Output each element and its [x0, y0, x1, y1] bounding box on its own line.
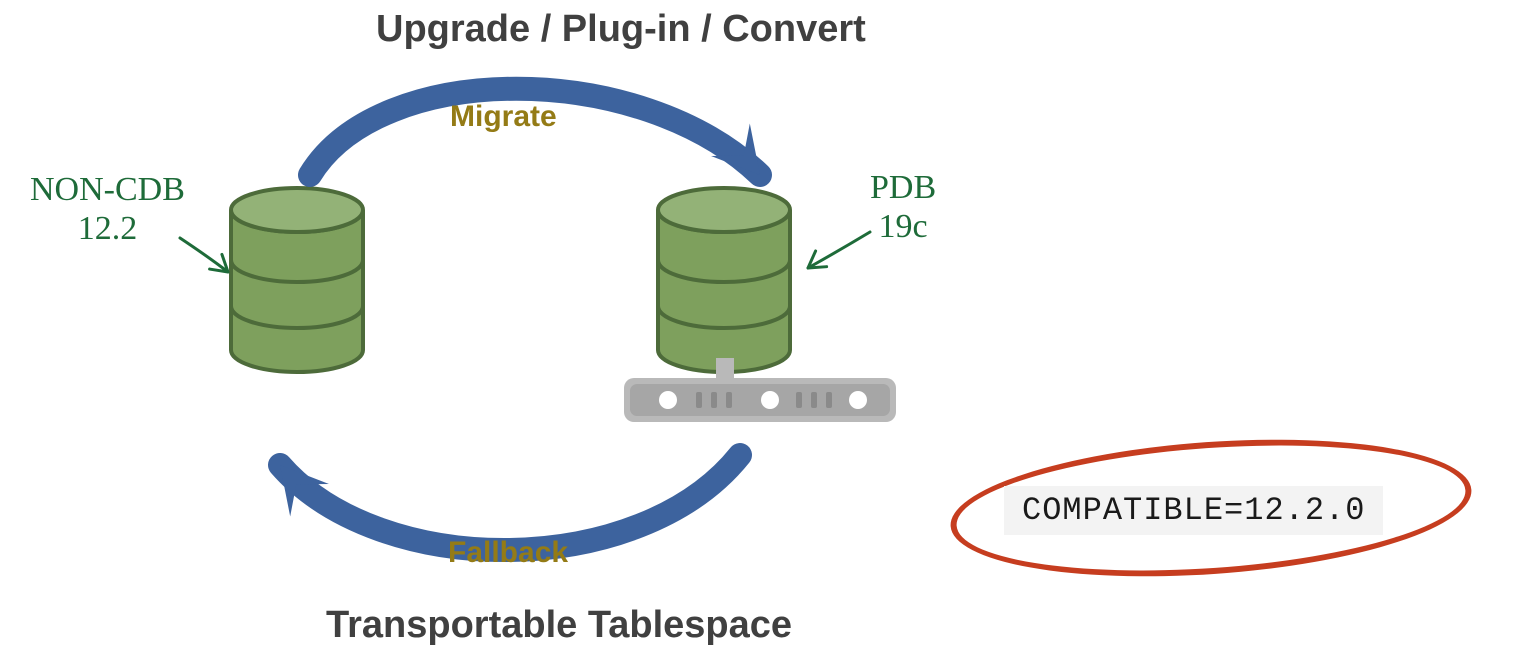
- label-target-line1: PDB: [870, 168, 936, 207]
- arrowhead: [711, 123, 779, 191]
- label-target-line2: 19c: [870, 207, 936, 246]
- title-bottom: Transportable Tablespace: [326, 604, 792, 647]
- label-source-line1: NON-CDB: [30, 170, 185, 209]
- arrowhead: [261, 449, 329, 517]
- pointer-source: [180, 238, 228, 272]
- label-fallback: Fallback: [448, 536, 568, 570]
- pointer-target: [808, 232, 870, 268]
- label-migrate: Migrate: [450, 100, 557, 134]
- label-target-db: PDB 19c: [870, 168, 936, 246]
- diagram-svg: [0, 0, 1536, 668]
- arrowhead: [210, 254, 235, 279]
- compat-setting: COMPATIBLE=12.2.0: [1004, 486, 1383, 535]
- diagram-stage: Upgrade / Plug-in / Convert Migrate NON-…: [0, 0, 1536, 668]
- database-icon-target: [658, 188, 790, 372]
- label-source-line2: 12.2: [30, 209, 185, 248]
- label-source-db: NON-CDB 12.2: [30, 170, 185, 248]
- arrowhead: [802, 251, 826, 276]
- title-top: Upgrade / Plug-in / Convert: [376, 8, 866, 51]
- database-icon-source: [231, 188, 363, 372]
- server-icon: [624, 358, 896, 422]
